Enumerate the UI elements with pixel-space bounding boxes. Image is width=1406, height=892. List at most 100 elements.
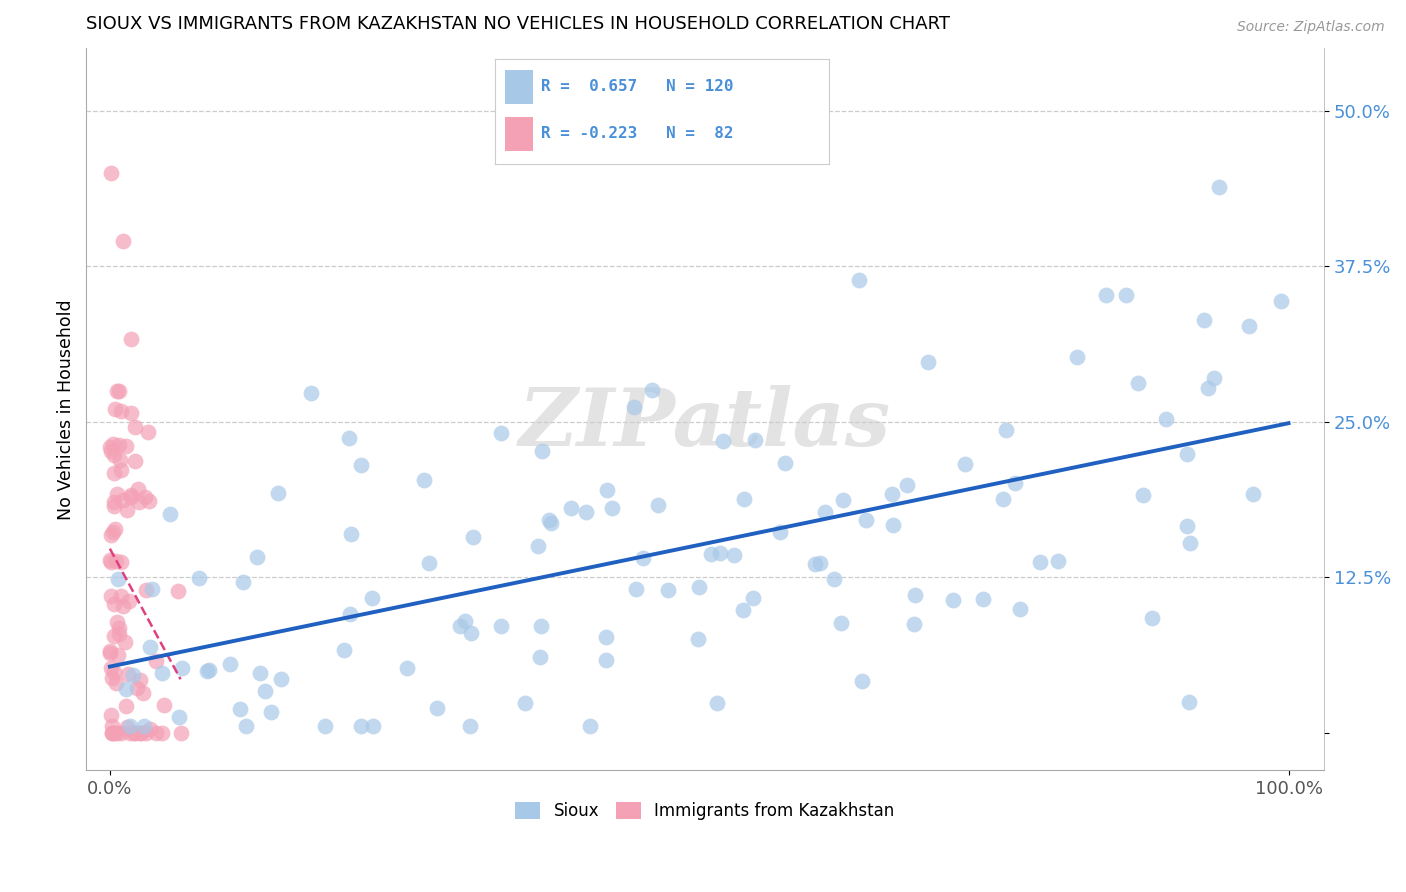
Point [100,528,122,542]
Point [1180,535,1202,549]
Point [246,549,269,564]
Point [1175,447,1198,461]
Point [128,495,150,509]
Point [830,616,852,631]
Point [103,437,125,451]
Point [105,487,128,501]
Text: ZIPatlas: ZIPatlas [519,385,891,462]
Point [339,607,361,622]
Point [118,594,141,608]
Point [1241,487,1264,501]
Point [259,706,281,720]
Point [1028,555,1050,569]
Point [1175,519,1198,533]
Point [136,425,159,440]
Point [114,439,136,453]
Point [120,490,142,504]
Point [118,719,141,733]
Point [150,725,173,739]
Point [134,490,156,504]
Point [135,583,157,598]
Point [1066,350,1088,364]
Point [578,719,600,733]
Point [100,589,122,603]
Point [122,668,145,682]
Point [270,673,292,687]
Point [775,456,797,470]
Point [135,725,157,739]
Point [138,722,160,736]
Point [117,667,139,681]
Point [848,273,870,287]
Point [101,725,124,739]
Point [117,720,139,734]
Point [339,432,361,446]
Point [831,492,853,507]
Point [195,665,218,679]
Point [100,166,122,180]
Point [153,698,176,712]
Point [1208,179,1230,194]
Point [903,616,925,631]
Point [138,493,160,508]
Point [101,671,124,685]
Point [823,572,845,586]
Point [686,632,709,646]
Point [350,719,373,733]
Point [1140,611,1163,625]
Point [723,549,745,563]
Point [124,454,146,468]
Point [218,657,240,671]
Point [100,555,122,569]
Point [249,665,271,680]
Point [107,572,129,586]
Point [855,513,877,527]
Point [100,553,122,567]
Point [169,725,191,739]
Point [299,385,322,400]
Point [882,487,904,501]
Point [1202,371,1225,385]
Point [489,619,512,633]
Point [110,404,132,418]
Point [100,707,122,722]
Point [418,556,440,570]
Point [229,702,252,716]
Legend: Sioux, Immigrants from Kazakhstan: Sioux, Immigrants from Kazakhstan [509,795,901,827]
Point [103,525,125,540]
Point [688,580,710,594]
Point [538,513,561,527]
Point [540,516,562,530]
Y-axis label: No Vehicles in Household: No Vehicles in Household [58,299,75,519]
Point [100,444,122,458]
Point [449,619,471,633]
Point [706,696,728,710]
Point [851,674,873,689]
Point [1178,695,1201,709]
Point [159,508,181,522]
Point [103,467,125,481]
Point [124,725,146,739]
Point [100,440,122,454]
Point [101,725,124,739]
Point [744,433,766,447]
Point [733,603,755,617]
Point [314,719,336,733]
Point [458,719,481,733]
Text: SIOUX VS IMMIGRANTS FROM KAZAKHSTAN NO VEHICLES IN HOUSEHOLD CORRELATION CHART: SIOUX VS IMMIGRANTS FROM KAZAKHSTAN NO V… [86,15,950,33]
Point [361,591,384,605]
Point [103,665,125,680]
Point [100,646,122,660]
Point [647,498,669,512]
Point [104,402,127,417]
Point [600,500,623,515]
Point [167,584,190,599]
Point [141,582,163,596]
Point [396,661,419,675]
Point [1046,554,1069,568]
Point [103,448,125,462]
Point [118,725,141,739]
Point [120,332,142,346]
Point [733,491,755,506]
Point [107,384,129,398]
